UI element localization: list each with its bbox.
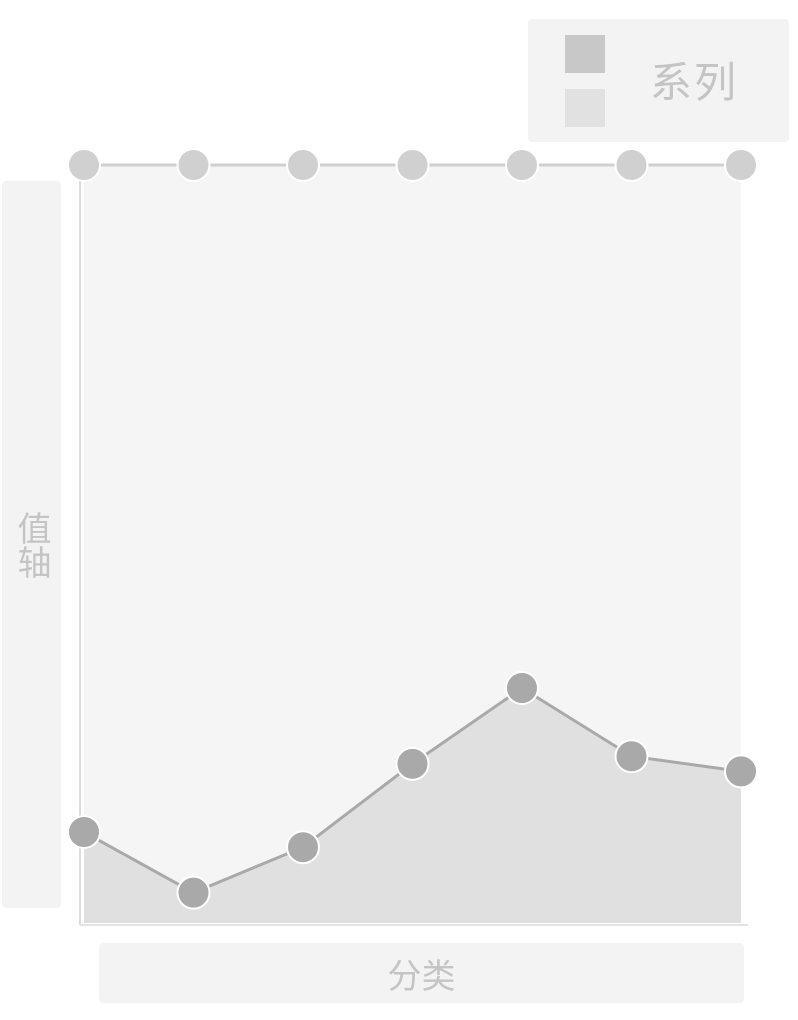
series-2-point-7 <box>725 755 757 787</box>
x-axis-title: 分类 <box>99 943 744 1003</box>
legend-label: 系列 <box>650 49 738 110</box>
series-2-point-6 <box>616 740 648 772</box>
series-2-point-5 <box>506 672 538 704</box>
series-1-point-7 <box>725 149 757 181</box>
legend-swatch-series-2 <box>565 89 605 127</box>
series-2-point-3 <box>287 831 319 863</box>
series-2-point-1 <box>68 816 100 848</box>
series-1-point-6 <box>616 149 648 181</box>
series-1-point-1 <box>68 149 100 181</box>
y-axis-title: 值轴 <box>2 181 61 908</box>
series-1-point-3 <box>287 149 319 181</box>
series-1-point-5 <box>506 149 538 181</box>
y-axis-title-box: 值轴 <box>2 181 61 908</box>
series-2-point-2 <box>178 877 210 909</box>
legend-swatch-series-1 <box>565 35 605 73</box>
chart-areas <box>84 165 741 923</box>
x-axis-title-box: 分类 <box>99 943 744 1003</box>
series-1-point-2 <box>178 149 210 181</box>
series-2-point-4 <box>397 748 429 780</box>
series-1-point-4 <box>397 149 429 181</box>
legend: 系列 <box>528 19 789 142</box>
